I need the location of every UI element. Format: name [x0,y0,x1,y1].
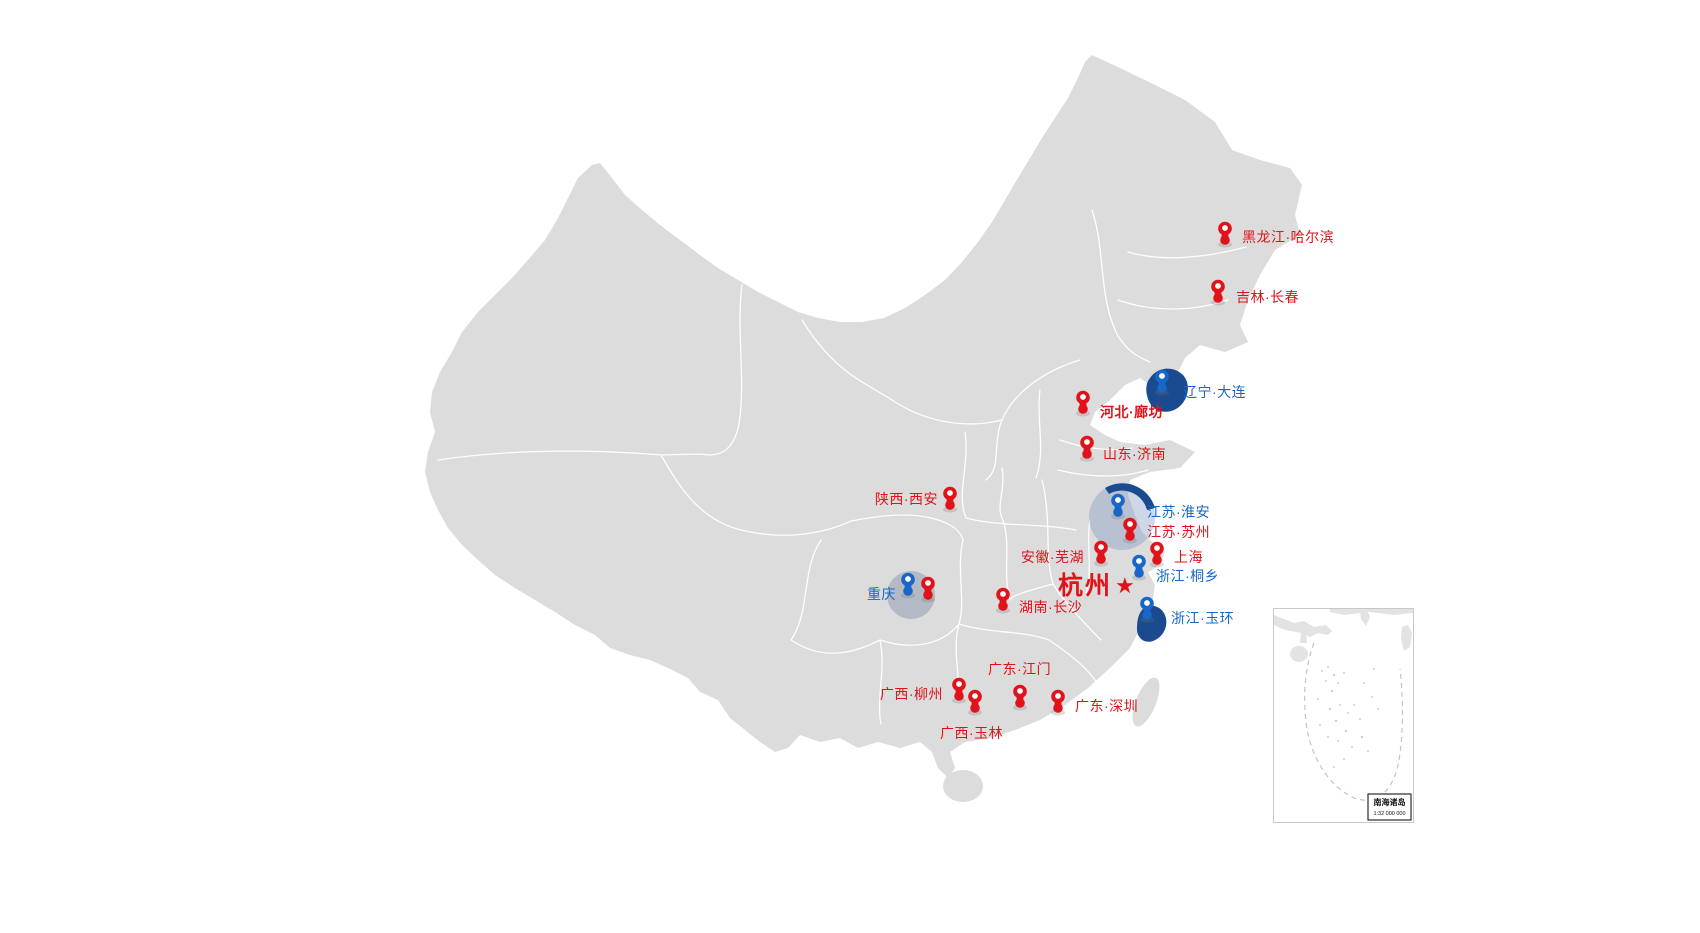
city-label-guangxi-liuzhou: 广西·柳州 [879,686,943,702]
headquarters-label: 杭州 [1058,572,1113,600]
inset-luzon [1401,625,1412,651]
taiwan-island [1132,677,1160,727]
pin-icon [996,587,1010,614]
pin-icon [901,572,915,599]
city-marker-chongqing[interactable] [898,572,918,599]
inset-scale: 1:32 000 000 [1373,811,1405,817]
pin-icon [952,677,966,704]
pin-icon [1140,596,1154,623]
city-marker-guangxi-yulin[interactable] [965,689,985,716]
city-label-hunan-changsha: 湖南·长沙 [1019,599,1083,615]
inset-hainan [1290,646,1308,662]
south-china-sea-inset: 南海诸岛 1:32 000 000 [1273,608,1414,823]
pin-icon [1123,517,1137,544]
pin-icon [1013,684,1027,711]
star-icon: ★ [1115,573,1135,598]
mainland-shape [425,55,1302,778]
city-label-jilin-changchun: 吉林·长春 [1236,289,1300,305]
pin-icon [1155,369,1169,396]
pin-icon [1094,540,1108,567]
pin-icon [1132,554,1146,581]
inset-leizhou [1300,631,1307,643]
pin-icon [1211,279,1225,306]
city-label-liaoning-dalian: 辽宁·大连 [1183,384,1247,400]
city-marker-shanghai[interactable] [1147,541,1167,568]
province-borders-south [790,539,1102,725]
city-label-shaanxi-xian: 陕西·西安 [874,491,938,507]
inset-dash-line [1304,642,1404,801]
city-marker-jiangsu-suzhou[interactable] [1120,517,1140,544]
pin-icon [921,576,935,603]
jiangsu-highlight-circle [1089,484,1155,550]
city-marker-liaoning-dalian[interactable] [1152,369,1172,396]
pin-icon [968,689,982,716]
city-label-anhui-wuhu: 安徽·芜湖 [1020,549,1084,565]
province-borders-north [801,209,1247,519]
city-marker-guangxi-liuzhou[interactable] [949,677,969,704]
city-label-guangdong-shenzhen: 广东·深圳 [1075,698,1139,714]
province-borders-center [437,284,1149,625]
city-label-shandong-jinan: 山东·济南 [1103,446,1167,462]
pin-icon [1080,435,1094,462]
jiangsu-coast-highlight [1105,483,1155,510]
city-label-jiangsu-huaian: 江苏·淮安 [1147,504,1211,520]
inset-top-strip [1330,609,1413,615]
city-label-hebei-langfang: 河北·廊坊 [1100,404,1164,420]
city-marker-heilongjiang-haerbin[interactable] [1215,221,1235,248]
city-marker-shaanxi-xian[interactable] [940,486,960,513]
city-marker-guangdong-jiangmen[interactable] [1010,684,1030,711]
city-marker-hunan-changsha[interactable] [993,587,1013,614]
pin-icon [1111,493,1125,520]
city-label-zhejiang-yuhuan: 浙江·玉环 [1171,610,1235,626]
city-label-zhejiang-tongxiang: 浙江·桐乡 [1156,568,1220,584]
city-label-guangdong-jiangmen: 广东·江门 [988,661,1052,677]
inset-label-box [1367,793,1412,821]
city-label-guangxi-yulin: 广西·玉林 [940,725,1004,741]
city-label-shanghai: 上海 [1174,549,1203,565]
city-label-chongqing: 重庆 [867,586,896,602]
hainan-island [943,770,983,802]
city-marker-guangdong-shenzhen[interactable] [1048,689,1068,716]
pin-icon [1150,541,1164,568]
pin-icon [1218,221,1232,248]
city-label-jiangsu-suzhou: 江苏·苏州 [1147,524,1211,540]
city-label-heilongjiang-haerbin: 黑龙江·哈尔滨 [1242,229,1335,245]
inset-map: 南海诸岛 1:32 000 000 [1274,609,1413,821]
city-marker-jiangsu-huaian[interactable] [1108,493,1128,520]
city-marker-shandong-jinan[interactable] [1077,435,1097,462]
city-marker-hebei-langfang[interactable] [1073,390,1093,417]
pin-icon [1051,689,1065,716]
city-marker-anhui-wuhu[interactable] [1091,540,1111,567]
headquarters-marker[interactable]: 杭州 ★ [1058,571,1135,601]
city-marker-chongqing-red[interactable] [918,576,938,603]
pin-icon [943,486,957,513]
pin-icon [1076,390,1090,417]
city-marker-jilin-changchun[interactable] [1208,279,1228,306]
city-marker-zhejiang-tongxiang[interactable] [1129,554,1149,581]
inset-islands [1317,666,1379,768]
inset-title: 南海诸岛 [1374,797,1406,807]
city-marker-zhejiang-yuhuan[interactable] [1137,596,1157,623]
inset-taiwan [1360,609,1370,626]
inset-coastline [1274,615,1332,637]
